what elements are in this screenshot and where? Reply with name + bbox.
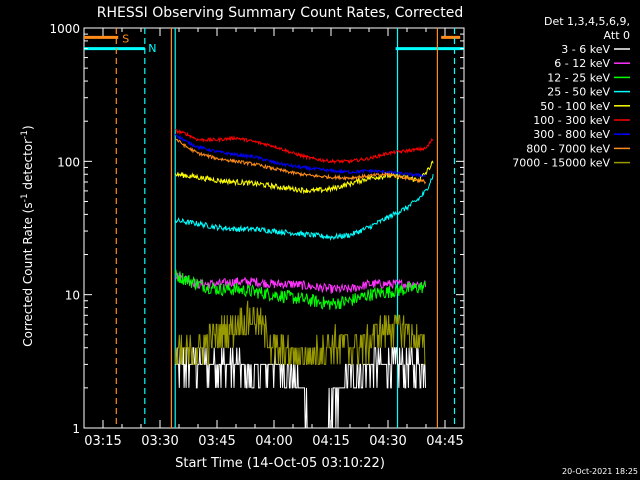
series-line-8 — [174, 300, 426, 365]
annotation-s: S — [122, 32, 129, 45]
legend-label-7: 800 - 7000 keV — [526, 142, 610, 155]
series-line-6 — [174, 133, 426, 178]
series-line-3 — [174, 174, 434, 241]
series-line-0 — [175, 347, 426, 429]
series-line-2 — [174, 269, 426, 310]
axis-ticks: 1 10 100 1000 03:15 03:30 03:45 04:00 04:15 04:30… — [49, 22, 465, 449]
legend-label-6: 300 - 800 keV — [533, 128, 610, 141]
legend-header-1: Det 1,3,4,5,6,9, — [544, 15, 630, 28]
y-axis-label: Corrected Count Rate (s-1 detector-1) — [20, 125, 35, 346]
legend-label-0: 3 - 6 keV — [561, 43, 610, 56]
series-line-7 — [175, 138, 426, 185]
x-tick-label-4: 04:15 — [312, 434, 349, 449]
series-group — [174, 128, 434, 429]
x-tick-label-2: 03:45 — [198, 434, 235, 449]
legend-label-3: 25 - 50 keV — [547, 86, 610, 99]
chart-title: RHESSI Observing Summary Count Rates, Co… — [97, 5, 463, 21]
legend-label-4: 50 - 100 keV — [540, 100, 610, 113]
series-line-1 — [174, 272, 426, 294]
y-tick-label-0: 1 — [72, 422, 80, 436]
x-tick-label-3: 04:00 — [255, 434, 292, 449]
y-label-part-3: ) — [21, 125, 35, 130]
x-tick-label-1: 03:30 — [141, 434, 178, 449]
flag-bars — [84, 35, 464, 51]
series-line-5 — [175, 128, 434, 165]
y-label-part-1: Corrected Count Rate (s — [21, 202, 35, 346]
legend-label-2: 12 - 25 keV — [547, 71, 610, 84]
footer-date: 20-Oct-2021 18:25 — [562, 467, 638, 476]
y-tick-label-1: 10 — [65, 289, 80, 303]
series-line-4 — [174, 160, 434, 195]
x-tick-label-5: 04:30 — [369, 434, 406, 449]
y-label-sup-1: -1 — [20, 193, 30, 202]
y-label-sup-2: -1 — [20, 130, 30, 139]
y-tick-label-2: 100 — [57, 155, 80, 169]
y-tick-label-3: 1000 — [49, 22, 80, 36]
legend-label-1: 6 - 12 keV — [554, 57, 610, 70]
annotations: SN — [122, 32, 156, 55]
y-label-part-2: detector — [21, 139, 35, 194]
x-tick-label-0: 03:15 — [84, 434, 121, 449]
annotation-n: N — [148, 42, 156, 55]
x-tick-label-6: 04:45 — [426, 434, 463, 449]
legend-label-8: 7000 - 15000 keV — [512, 157, 610, 170]
x-axis-label: Start Time (14-Oct-05 03:10:22) — [175, 456, 385, 471]
legend-header-2: Att 0 — [604, 29, 630, 42]
legend-label-5: 100 - 300 keV — [533, 114, 610, 127]
